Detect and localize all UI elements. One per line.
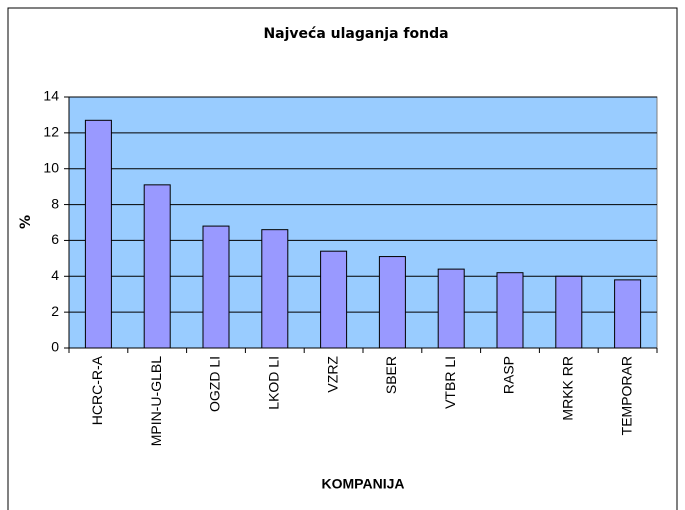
x-tick-label: LKOD LI [266,356,282,410]
bar [555,275,583,349]
bar [202,225,230,349]
x-tick-label: HCRC-R-A [89,355,105,425]
x-tick-label: MPIN-U-GLBL [148,356,164,446]
x-tick-label: TEMPORAR [618,356,634,435]
bar [320,250,348,349]
bar [84,119,112,349]
x-tick-label: SBER [383,356,399,394]
x-axis-label: KOMPANIJA [322,476,405,492]
chart-title: Najveća ulaganja fonda [263,26,448,42]
x-tick-label: VTBR LI [442,356,458,409]
x-tick-label: VZRZ [324,356,340,393]
x-tick-label: RASP [501,356,517,394]
bar [437,268,465,349]
y-tick-label: 12 [43,124,59,140]
y-tick-label: 4 [51,267,59,283]
x-tick-label: OGZD LI [207,356,223,412]
y-tick-label: 6 [51,231,59,247]
bar [143,184,171,349]
bar [496,272,524,349]
bar [378,256,406,349]
y-axis-label: % [18,215,34,229]
y-tick-label: 14 [43,88,59,104]
bar [261,229,289,349]
y-tick-label: 10 [43,159,59,175]
y-tick-label: 0 [51,339,59,355]
y-tick-label: 8 [51,195,59,211]
bar [614,279,642,349]
y-tick-label: 2 [51,303,59,319]
x-tick-label: MRKK RR [560,356,576,421]
